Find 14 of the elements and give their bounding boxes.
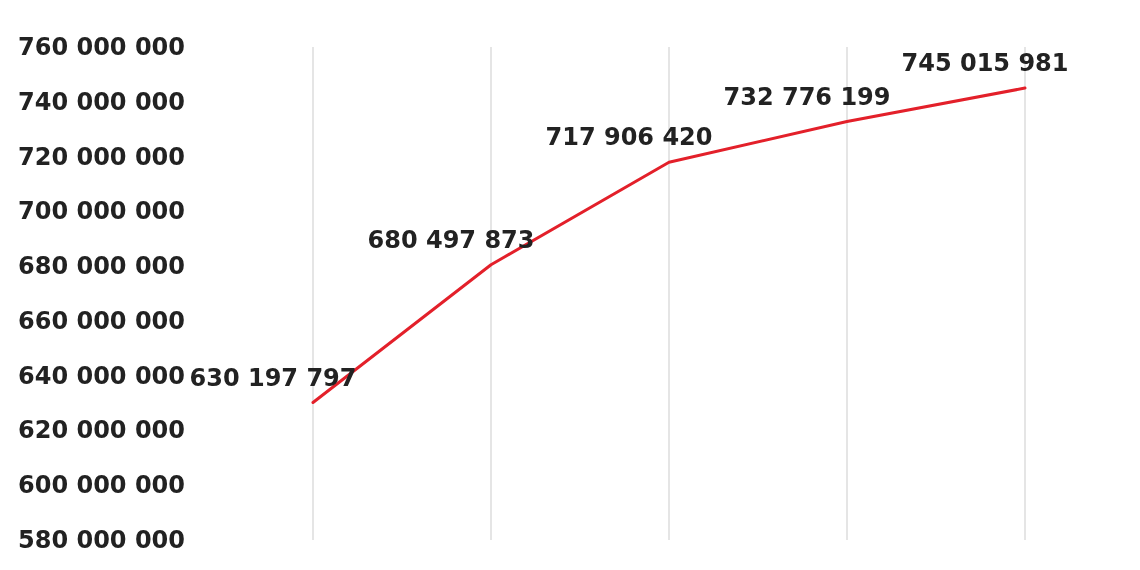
y-tick-label: 700 000 000 — [17, 197, 185, 226]
y-tick-label: 660 000 000 — [17, 306, 185, 335]
data-label: 717 906 420 — [545, 123, 713, 152]
data-label: 732 776 199 — [723, 82, 891, 111]
y-tick-label: 740 000 000 — [17, 87, 185, 116]
data-label: 745 015 981 — [901, 49, 1069, 78]
y-tick-label: 620 000 000 — [17, 416, 185, 445]
y-tick-label: 600 000 000 — [17, 471, 185, 500]
y-tick-label: 680 000 000 — [17, 252, 185, 281]
y-tick-label: 720 000 000 — [17, 142, 185, 171]
y-tick-label: 580 000 000 — [17, 526, 185, 554]
data-label: 680 497 873 — [367, 225, 535, 254]
y-tick-label: 760 000 000 — [17, 33, 185, 61]
y-tick-label: 640 000 000 — [17, 361, 185, 390]
